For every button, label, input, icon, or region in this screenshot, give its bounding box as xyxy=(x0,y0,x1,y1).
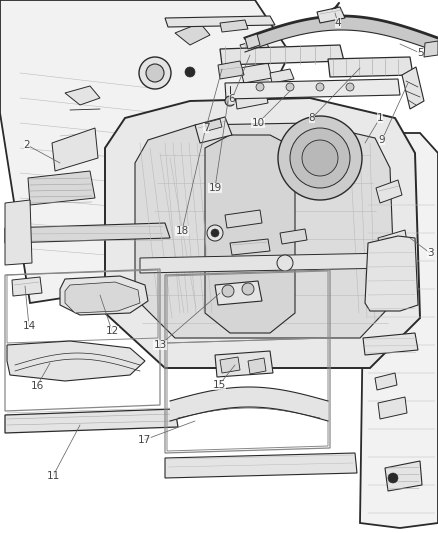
Circle shape xyxy=(211,229,219,237)
Polygon shape xyxy=(12,277,42,296)
Text: 12: 12 xyxy=(106,326,119,336)
Polygon shape xyxy=(28,171,95,205)
Circle shape xyxy=(256,83,264,91)
Text: 4: 4 xyxy=(335,18,341,28)
Polygon shape xyxy=(378,397,407,419)
Polygon shape xyxy=(140,253,392,273)
Polygon shape xyxy=(7,341,145,381)
Text: 14: 14 xyxy=(22,321,35,331)
Text: 19: 19 xyxy=(208,183,222,193)
Polygon shape xyxy=(5,200,32,265)
Circle shape xyxy=(316,83,324,91)
Circle shape xyxy=(146,64,164,82)
Polygon shape xyxy=(230,239,270,255)
Polygon shape xyxy=(365,236,418,311)
Polygon shape xyxy=(195,117,232,143)
Polygon shape xyxy=(215,281,262,305)
Circle shape xyxy=(185,67,195,77)
Polygon shape xyxy=(65,282,140,313)
Text: 13: 13 xyxy=(153,340,166,350)
Text: 18: 18 xyxy=(175,226,189,236)
Polygon shape xyxy=(0,0,290,303)
Text: 15: 15 xyxy=(212,380,226,390)
Circle shape xyxy=(207,225,223,241)
Polygon shape xyxy=(52,128,98,171)
Polygon shape xyxy=(220,20,248,32)
Text: 16: 16 xyxy=(30,381,44,391)
Polygon shape xyxy=(235,87,268,109)
Text: 7: 7 xyxy=(203,123,209,133)
Circle shape xyxy=(290,128,350,188)
Text: 5: 5 xyxy=(417,48,423,58)
Circle shape xyxy=(222,285,234,297)
Polygon shape xyxy=(135,123,395,338)
Polygon shape xyxy=(5,409,178,433)
Polygon shape xyxy=(215,351,273,377)
Polygon shape xyxy=(376,180,402,203)
Polygon shape xyxy=(65,86,100,105)
Polygon shape xyxy=(165,453,357,478)
Polygon shape xyxy=(60,276,148,315)
Text: 17: 17 xyxy=(138,435,151,445)
Polygon shape xyxy=(205,119,222,131)
Polygon shape xyxy=(220,45,344,65)
Text: 10: 10 xyxy=(251,118,265,128)
Polygon shape xyxy=(240,38,270,58)
Polygon shape xyxy=(424,41,438,57)
Polygon shape xyxy=(225,79,400,99)
Circle shape xyxy=(388,473,398,483)
Polygon shape xyxy=(328,57,413,77)
Polygon shape xyxy=(280,229,307,244)
Polygon shape xyxy=(240,63,272,83)
Text: 6: 6 xyxy=(229,94,235,104)
Polygon shape xyxy=(245,34,260,49)
Polygon shape xyxy=(402,67,424,109)
Polygon shape xyxy=(218,61,244,79)
Polygon shape xyxy=(317,7,345,23)
Polygon shape xyxy=(248,358,266,374)
Polygon shape xyxy=(205,135,295,333)
Polygon shape xyxy=(363,333,418,355)
Polygon shape xyxy=(165,16,275,27)
Polygon shape xyxy=(270,69,294,83)
Polygon shape xyxy=(375,373,397,390)
Circle shape xyxy=(346,83,354,91)
Text: 3: 3 xyxy=(427,248,433,258)
Circle shape xyxy=(278,116,362,200)
Circle shape xyxy=(225,96,235,106)
Circle shape xyxy=(139,57,171,89)
Circle shape xyxy=(242,283,254,295)
Polygon shape xyxy=(105,98,420,368)
Text: 11: 11 xyxy=(46,471,60,481)
Polygon shape xyxy=(5,223,170,243)
Polygon shape xyxy=(225,210,262,228)
Circle shape xyxy=(277,255,293,271)
Text: 8: 8 xyxy=(309,113,315,123)
Text: 1: 1 xyxy=(377,113,383,123)
Polygon shape xyxy=(378,230,408,256)
Polygon shape xyxy=(385,461,422,491)
Polygon shape xyxy=(360,133,438,528)
Polygon shape xyxy=(220,357,240,373)
Circle shape xyxy=(286,83,294,91)
Polygon shape xyxy=(175,23,210,45)
Text: 2: 2 xyxy=(24,140,30,150)
Text: 9: 9 xyxy=(379,135,385,145)
Circle shape xyxy=(302,140,338,176)
